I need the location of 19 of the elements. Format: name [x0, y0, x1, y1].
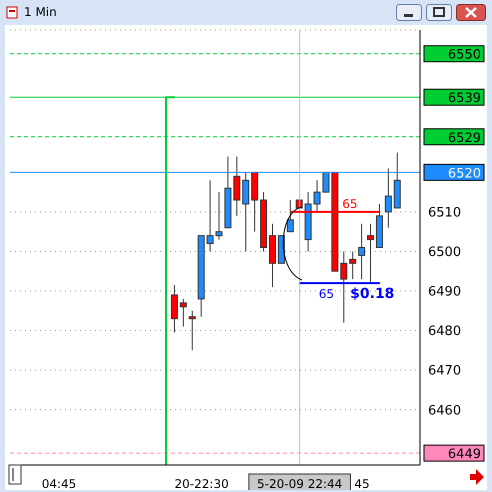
y-tick-label: 6480 — [428, 324, 462, 340]
ref-line-label: 6520 — [448, 166, 481, 182]
ref-line-label: 6529 — [448, 130, 481, 146]
ref-line-label: 6539 — [448, 91, 481, 106]
x-tick-label: 04:45 — [42, 477, 76, 491]
y-tick-label: 6470 — [428, 364, 462, 379]
ref-line-label: 6550 — [448, 48, 481, 63]
y-tick-label: 6490 — [428, 284, 462, 300]
x-tick-label: 5-20-09 22:44 — [257, 477, 342, 491]
y-tick-label: 6510 — [428, 206, 462, 221]
y-tick-label: 6460 — [428, 403, 462, 418]
y-tick-label: 6500 — [428, 245, 462, 260]
ref-line-label: 6449 — [448, 447, 481, 462]
annotation: $0.18 — [350, 286, 394, 302]
x-tick-label: 20-22:30 — [174, 477, 229, 491]
x-tick-label: 45 — [354, 477, 370, 491]
chart-title: 1 Min — [24, 5, 57, 19]
annotation: 65 — [318, 287, 334, 302]
annotation: 65 — [342, 196, 358, 211]
